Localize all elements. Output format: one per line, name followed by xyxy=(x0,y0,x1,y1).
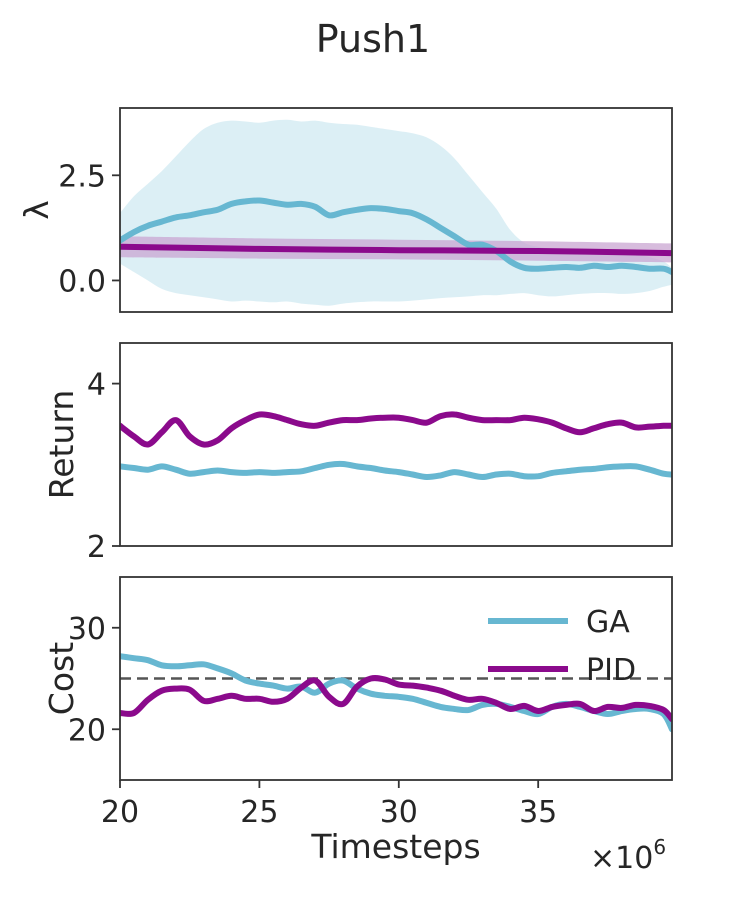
x-tick-label: 30 xyxy=(380,795,418,830)
line-ga-return xyxy=(120,460,672,481)
legend-label-ga: GA xyxy=(586,605,630,640)
line-pid-return xyxy=(120,411,672,448)
x-tick-label: 25 xyxy=(240,795,278,830)
x-scale-label: ×106 xyxy=(590,835,666,876)
y-axis-label-lambda: λ xyxy=(17,200,56,220)
y-tick-label-return: 2 xyxy=(87,530,106,565)
plot-area-cost xyxy=(120,653,672,733)
y-tick-label-lambda: 2.5 xyxy=(58,159,106,194)
legend: GA PID xyxy=(488,605,636,688)
y-tick-label-cost: 30 xyxy=(68,612,106,647)
chart-title: Push1 xyxy=(316,17,430,61)
line-ga-lambda xyxy=(120,197,672,275)
y-tick-label-return: 4 xyxy=(87,368,106,403)
plot-area-return xyxy=(120,411,672,481)
plot-area-lambda xyxy=(120,119,672,306)
panel-lambda: 0.0 2.5λ xyxy=(17,107,673,313)
y-axis-label-cost: Cost xyxy=(42,642,81,715)
line-pid-cost xyxy=(120,675,672,723)
axes-frame-lambda xyxy=(119,107,673,313)
x-scale-exponent: 6 xyxy=(653,835,666,859)
y-tick-label-lambda: 0.0 xyxy=(58,264,106,299)
x-tick-label: 20 xyxy=(101,795,139,830)
x-tick-label: 35 xyxy=(519,795,557,830)
y-axis-label-return: Return xyxy=(42,390,81,500)
y-tick-label-cost: 20 xyxy=(68,713,106,748)
axes-frame-cost xyxy=(119,576,673,781)
line-pid-lambda xyxy=(120,243,672,257)
axes-frame-return xyxy=(119,342,673,547)
legend-label-pid: PID xyxy=(586,653,636,688)
x-scale-base: ×10 xyxy=(590,841,653,876)
x-axis-label: Timesteps xyxy=(310,827,480,866)
